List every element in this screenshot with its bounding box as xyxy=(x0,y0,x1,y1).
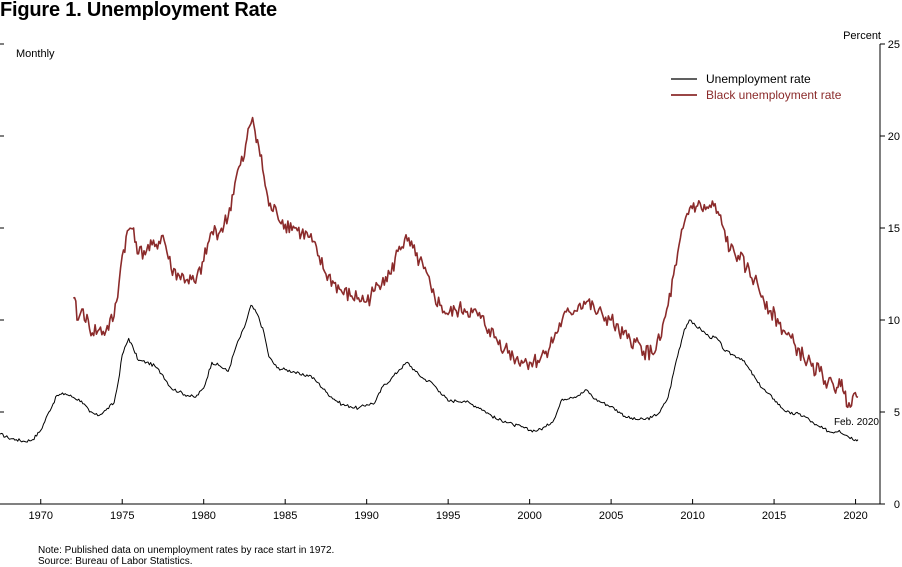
frequency-label: Monthly xyxy=(16,48,55,60)
y-tick-label: 25 xyxy=(888,39,900,51)
x-tick-label: 2000 xyxy=(517,510,541,522)
y-tick-label: 10 xyxy=(888,315,900,327)
y-tick-label: 15 xyxy=(888,223,900,235)
x-tick-label: 2015 xyxy=(762,510,786,522)
annotation-feb-2020: Feb. 2020 xyxy=(834,417,879,428)
chart-axes: 0 5 10 15 20 25 1970 1975 1980 1985 1990 1995 2000 20… xyxy=(0,39,900,522)
chart-area: 0 5 10 15 20 25 1970 1975 1980 1985 1990 1995 2000 20… xyxy=(0,30,900,522)
series-layer xyxy=(0,116,859,443)
x-tick-label: 1980 xyxy=(191,510,215,522)
x-tick-label: 1990 xyxy=(354,510,378,522)
source-text: Source: Bureau of Labor Statistics. xyxy=(38,556,193,567)
legend: Unemployment rate Black unemployment rate xyxy=(671,72,842,102)
chart-title: Figure 1. Unemployment Rate xyxy=(0,0,277,21)
x-tick-label: 1985 xyxy=(273,510,297,522)
y-axis-label: Percent xyxy=(843,30,881,42)
x-tick-label: 2010 xyxy=(680,510,704,522)
y-tick-label: 0 xyxy=(894,499,900,511)
x-tick-label: 2020 xyxy=(843,510,867,522)
x-tick-label: 1975 xyxy=(110,510,134,522)
y-tick-label: 5 xyxy=(894,407,900,419)
legend-label-0: Unemployment rate xyxy=(706,72,811,86)
x-tick-label: 2005 xyxy=(599,510,623,522)
x-tick-label: 1970 xyxy=(28,510,52,522)
x-tick-label: 1995 xyxy=(436,510,460,522)
note-text: Note: Published data on unemployment rat… xyxy=(38,545,335,556)
series-line-unemployment-rate xyxy=(0,304,859,443)
y-tick-label: 20 xyxy=(888,131,900,143)
legend-label-1: Black unemployment rate xyxy=(706,88,842,102)
series-line-black-unemployment-rate xyxy=(73,116,859,409)
